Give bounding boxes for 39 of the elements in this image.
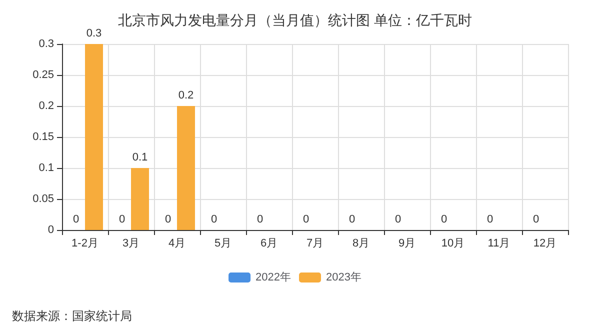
data-label: 0 — [532, 214, 540, 226]
bar — [131, 168, 149, 230]
x-tick-label: 4月 — [168, 238, 186, 250]
x-tick-label: 12月 — [533, 238, 557, 250]
x-tick-label: 6月 — [260, 238, 278, 250]
y-tick-label: 0 — [48, 224, 54, 236]
x-tick-label: 3月 — [122, 238, 140, 250]
y-tick-label: 0.05 — [32, 193, 54, 205]
y-tick-label: 0.1 — [38, 162, 54, 174]
y-tick-label: 0.2 — [38, 100, 54, 112]
x-tick-label: 8月 — [352, 238, 370, 250]
data-label: 0 — [256, 214, 264, 226]
x-tick-label: 1-2月 — [72, 238, 98, 250]
x-tick-label: 5月 — [214, 238, 232, 250]
data-label: 0.2 — [178, 90, 194, 102]
x-tick-label: 9月 — [398, 238, 416, 250]
x-tick-label: 7月 — [306, 238, 324, 250]
data-label: 0 — [302, 214, 310, 226]
data-label: 0 — [348, 214, 356, 226]
chart-title: 北京市风力发电量分月（当月值）统计图 单位：亿千瓦时 — [118, 12, 472, 28]
source-note: 数据来源：国家统计局 — [12, 309, 132, 323]
x-tick-label: 11月 — [488, 238, 510, 250]
data-label: 0 — [394, 214, 402, 226]
data-label: 0 — [210, 214, 218, 226]
bar — [85, 44, 103, 230]
legend-label: 2023年 — [326, 272, 362, 284]
y-tick-label: 0.15 — [32, 131, 54, 143]
bar — [177, 106, 195, 230]
data-label: 0 — [118, 214, 126, 226]
data-label: 0.1 — [132, 152, 148, 164]
legend-label: 2022年 — [256, 272, 292, 284]
data-label: 0 — [440, 214, 448, 226]
data-label: 0 — [164, 214, 172, 226]
y-tick-label: 0.3 — [38, 38, 54, 50]
x-tick-label: 10月 — [441, 238, 465, 250]
data-label: 0 — [486, 214, 494, 226]
data-label: 0.3 — [86, 28, 102, 40]
data-label: 0 — [72, 214, 80, 226]
y-tick-label: 0.25 — [32, 69, 54, 81]
